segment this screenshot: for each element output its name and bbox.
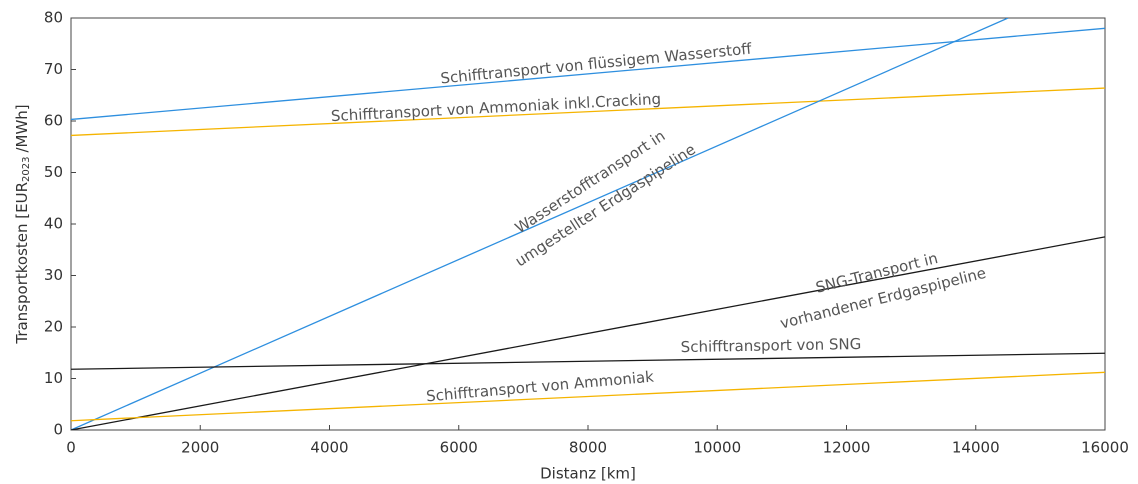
x-tick-label: 10000 [693, 439, 741, 457]
annotation: Schifftransport von Ammoniak [425, 368, 654, 406]
series-line [71, 371, 1105, 422]
y-axis-label-sub: 2023 [21, 157, 32, 182]
y-tick-label: 50 [44, 163, 63, 181]
plot-lines [71, 18, 1105, 430]
y-axis-label: Transportkosten [EUR2023/MWh] [13, 104, 33, 344]
y-tick-label: 40 [44, 215, 63, 233]
y-tick-label: 30 [44, 266, 63, 284]
annotation-text: Schifftransport von SNG [681, 335, 862, 356]
y-tick-label: 60 [44, 112, 63, 130]
annotation-text: Schifftransport von Ammoniak inkl.Cracki… [331, 90, 662, 125]
series-line [71, 236, 1105, 430]
annotation: Schifftransport von Ammoniak inkl.Cracki… [331, 90, 662, 125]
x-tick-label: 14000 [952, 439, 1000, 457]
annotation: Schifftransport von SNG [681, 335, 862, 356]
x-tick-label: 12000 [823, 439, 871, 457]
x-tick-label: 2000 [181, 439, 219, 457]
y-tick-label: 80 [44, 9, 63, 27]
series-line [71, 352, 1105, 370]
x-tick-label: 6000 [440, 439, 478, 457]
x-tick-label: 16000 [1081, 439, 1129, 457]
y-tick-label: 0 [53, 421, 63, 439]
y-tick-label: 10 [44, 369, 63, 387]
x-tick-label: 0 [66, 439, 76, 457]
y-axis-label-tail: /MWh] [13, 104, 31, 152]
series-line [71, 27, 1105, 121]
y-tick-label: 20 [44, 318, 63, 336]
y-axis-label-main: Transportkosten [EUR [13, 182, 31, 345]
series-line [71, 87, 1105, 137]
x-axis-label: Distanz [km] [540, 465, 636, 483]
annotation-text: Schifftransport von Ammoniak [425, 368, 654, 406]
x-tick-label: 8000 [569, 439, 607, 457]
series-line [71, 18, 1009, 430]
x-tick-label: 4000 [310, 439, 348, 457]
y-tick-label: 70 [44, 60, 63, 78]
